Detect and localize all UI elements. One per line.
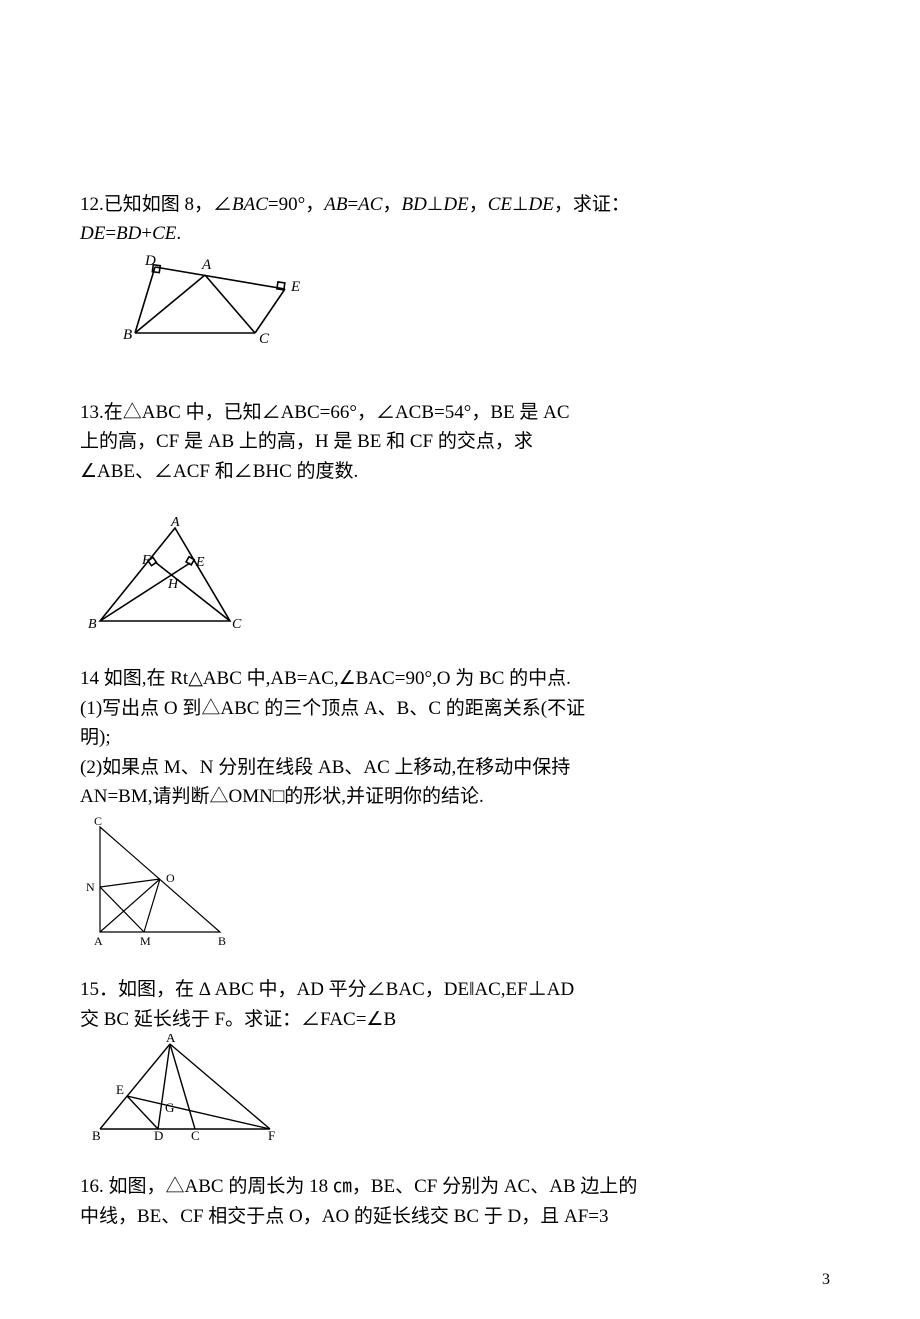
q14-lbl-o: O — [166, 871, 175, 885]
q14-lbl-m: M — [140, 934, 151, 947]
q13-lbl-h: H — [167, 577, 179, 592]
q12-l2-3: + — [141, 223, 152, 244]
q14-l5: AN=BM,请判断△OMN□的形状,并证明你的结论. — [80, 782, 830, 811]
q13-figure: A F E H B C — [80, 516, 245, 636]
q12-t9: DE — [443, 194, 468, 215]
q15-lbl-g: G — [165, 1100, 174, 1115]
q12-t6: ， — [382, 194, 401, 215]
q12-t2: =90°， — [268, 194, 324, 215]
q12-t0: 12.已知如图 8，∠ — [80, 194, 232, 215]
q12-t4: = — [347, 194, 358, 215]
q14-lbl-b: B — [218, 934, 226, 947]
q13-lbl-c: C — [232, 617, 242, 632]
q15-lbl-b: B — [92, 1128, 101, 1143]
q12-lbl-d: D — [144, 253, 156, 269]
q12-lbl-c: C — [259, 331, 270, 347]
q13-lbl-b: B — [88, 617, 97, 632]
q12-t14: ，求证： — [554, 194, 630, 215]
q12-t7: BD — [401, 194, 426, 215]
q12-lbl-e: E — [290, 279, 300, 295]
q12-l2-5: . — [176, 223, 181, 244]
q12-t10: ， — [469, 194, 488, 215]
q15-lbl-d: D — [154, 1128, 163, 1143]
problem-15: 15．如图，在 Δ ABC 中，AD 平分∠BAC，DE‖AC,EF⊥AD 交 … — [80, 975, 830, 1144]
q12-line2: DE=BD+CE. — [80, 219, 830, 248]
q14-l3: 明); — [80, 723, 830, 752]
q12-l2-4: CE — [152, 223, 176, 244]
q14-lbl-n: N — [86, 880, 95, 894]
q12-t5: AC — [358, 194, 382, 215]
q12-t11: CE — [488, 194, 512, 215]
q15-lbl-e: E — [116, 1082, 124, 1097]
q15-figure: A E G B D C F — [80, 1034, 290, 1144]
q13-l1: 13.在△ABC 中，已知∠ABC=66°，∠ACB=54°，BE 是 AC — [80, 398, 830, 427]
q13-l1-text: 13.在△ABC 中，已知∠ABC=66°，∠ACB=54°，BE 是 AC — [80, 402, 570, 423]
problem-13: 13.在△ABC 中，已知∠ABC=66°，∠ACB=54°，BE 是 AC 上… — [80, 398, 830, 636]
q12-t8: ⊥ — [427, 194, 444, 215]
problem-16: 16. 如图，△ABC 的周长为 18 ㎝，BE、CF 分别为 AC、AB 边上… — [80, 1172, 830, 1231]
q12-figure: D A E B C — [105, 253, 305, 348]
q15-lbl-c: C — [191, 1128, 200, 1143]
q12-l2-2: BD — [116, 223, 141, 244]
q15-l1: 15．如图，在 Δ ABC 中，AD 平分∠BAC，DE‖AC,EF⊥AD — [80, 975, 830, 1004]
q13-l2: 上的高，CF 是 AB 上的高，H 是 BE 和 CF 的交点，求 — [80, 427, 830, 456]
q13-lbl-f: F — [141, 553, 151, 568]
q16-l1: 16. 如图，△ABC 的周长为 18 ㎝，BE、CF 分别为 AC、AB 边上… — [80, 1172, 830, 1201]
page: 12.已知如图 8，∠BAC=90°，AB=AC，BD⊥DE，CE⊥DE，求证：… — [0, 0, 920, 1319]
q15-lbl-f: F — [268, 1128, 275, 1143]
q12-l2-1: = — [105, 223, 116, 244]
q12-t1: BAC — [232, 194, 268, 215]
q14-lbl-a: A — [94, 934, 103, 947]
q12-t12: ⊥ — [512, 194, 529, 215]
q12-lbl-a: A — [201, 257, 212, 273]
q15-l2: 交 BC 延长线于 F。求证：∠FAC=∠B — [80, 1005, 830, 1034]
q14-l4: (2)如果点 M、N 分别在线段 AB、AC 上移动,在移动中保持 — [80, 753, 830, 782]
page-number: 3 — [822, 1271, 830, 1289]
q16-l2: 中线，BE、CF 相交于点 O，AO 的延长线交 BC 于 D，且 AF=3 — [80, 1202, 830, 1231]
q13-lbl-a: A — [170, 516, 180, 530]
q13-l3-text: ∠ABE、∠ACF 和∠BHC 的度数. — [80, 461, 358, 482]
problem-12: 12.已知如图 8，∠BAC=90°，AB=AC，BD⊥DE，CE⊥DE，求证：… — [80, 190, 830, 348]
q12-l2-0: DE — [80, 223, 105, 244]
q12-line1: 12.已知如图 8，∠BAC=90°，AB=AC，BD⊥DE，CE⊥DE，求证： — [80, 190, 830, 219]
q12-t13: DE — [529, 194, 554, 215]
q13-lbl-e: E — [195, 555, 205, 570]
q12-t3: AB — [324, 194, 347, 215]
q14-figure: C O N A M B — [80, 817, 240, 947]
q14-lbl-c: C — [94, 817, 102, 828]
q13-l2-text: 上的高，CF 是 AB 上的高，H 是 BE 和 CF 的交点，求 — [80, 431, 533, 452]
problem-14: 14 如图,在 Rt△ABC 中,AB=AC,∠BAC=90°,O 为 BC 的… — [80, 664, 830, 947]
q14-l2: (1)写出点 O 到△ABC 的三个顶点 A、B、C 的距离关系(不证 — [80, 694, 830, 723]
q12-lbl-b: B — [123, 327, 132, 343]
q14-l1: 14 如图,在 Rt△ABC 中,AB=AC,∠BAC=90°,O 为 BC 的… — [80, 664, 830, 693]
q15-lbl-a: A — [166, 1034, 176, 1045]
q13-l3: ∠ABE、∠ACF 和∠BHC 的度数. — [80, 457, 830, 486]
